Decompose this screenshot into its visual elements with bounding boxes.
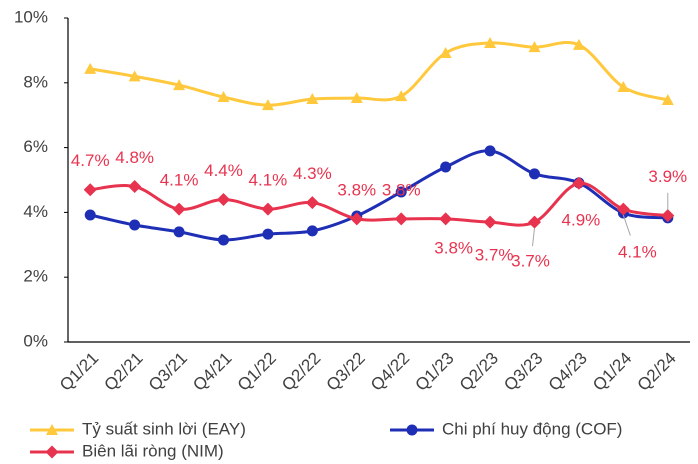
x-tick-label: Q1/24 xyxy=(589,349,635,395)
y-tick-label: 0% xyxy=(23,331,48,350)
point xyxy=(84,209,96,221)
point xyxy=(83,183,97,197)
point xyxy=(350,212,364,226)
x-tick-label: Q4/21 xyxy=(189,349,235,395)
point xyxy=(572,38,585,50)
series-line xyxy=(89,40,669,107)
leader-line xyxy=(532,228,535,247)
point xyxy=(439,46,452,58)
data-label: 4.1% xyxy=(618,243,657,262)
data-label: 4.1% xyxy=(160,171,199,190)
point xyxy=(306,93,319,104)
point xyxy=(218,234,229,246)
x-tick-label: Q4/23 xyxy=(545,349,591,395)
point xyxy=(395,90,408,102)
point xyxy=(261,99,274,111)
legend-label: Chi phí huy động (COF) xyxy=(442,419,622,438)
point xyxy=(440,161,452,173)
data-label: 4.1% xyxy=(249,171,288,190)
y-tick-label: 8% xyxy=(23,72,48,91)
point xyxy=(128,179,142,193)
point xyxy=(173,79,186,91)
x-tick-label: Q3/21 xyxy=(145,349,191,395)
point xyxy=(439,212,453,226)
point xyxy=(484,145,496,157)
point xyxy=(262,228,274,240)
legend-marker xyxy=(406,424,418,436)
data-label: 3.7% xyxy=(511,252,550,271)
y-tick-label: 10% xyxy=(14,7,48,26)
leader-line xyxy=(622,214,631,236)
point xyxy=(261,202,275,216)
legend-label: Biên lãi ròng (NIM) xyxy=(82,441,224,460)
data-label: 3.8% xyxy=(382,180,421,199)
point xyxy=(217,91,230,103)
data-label: 4.3% xyxy=(293,164,332,183)
point xyxy=(617,81,630,93)
x-tick-label: Q2/22 xyxy=(278,349,324,395)
point xyxy=(395,186,407,198)
point xyxy=(306,225,318,237)
x-tick-label: Q3/22 xyxy=(323,349,369,395)
x-tick-label: Q2/23 xyxy=(456,349,502,395)
point xyxy=(173,226,185,238)
data-label: 4.7% xyxy=(71,151,110,170)
x-tick-label: Q1/22 xyxy=(234,349,280,395)
x-tick-label: Q1/23 xyxy=(411,349,457,395)
x-tick-label: Q4/22 xyxy=(367,349,413,395)
legend-marker xyxy=(45,445,59,459)
point xyxy=(483,215,497,229)
point xyxy=(128,70,141,82)
point xyxy=(172,202,186,216)
point xyxy=(528,215,541,229)
point xyxy=(661,209,675,223)
data-label: 3.8% xyxy=(337,180,376,199)
point xyxy=(529,168,540,180)
x-tick-label: Q1/21 xyxy=(56,349,102,395)
point xyxy=(484,36,497,48)
point xyxy=(528,41,541,53)
point xyxy=(84,62,97,74)
y-tick-label: 4% xyxy=(23,202,48,221)
data-label: 4.4% xyxy=(204,161,243,180)
y-tick-label: 6% xyxy=(23,137,48,156)
y-tick-label: 2% xyxy=(23,267,48,286)
point xyxy=(305,196,319,210)
point xyxy=(217,192,230,206)
point xyxy=(572,176,586,190)
data-label: 3.9% xyxy=(648,167,687,186)
point xyxy=(129,219,141,231)
point xyxy=(394,212,408,226)
point xyxy=(350,92,363,104)
x-tick-label: Q2/21 xyxy=(100,349,146,395)
data-label: 4.9% xyxy=(562,211,601,230)
x-tick-label: Q3/23 xyxy=(500,349,546,395)
point xyxy=(661,93,674,105)
data-label: 3.7% xyxy=(475,246,514,265)
legend-label: Tỷ suất sinh lời (EAY) xyxy=(82,419,246,438)
x-tick-label: Q2/24 xyxy=(634,349,680,395)
legend-marker xyxy=(46,424,58,435)
data-label: 3.8% xyxy=(434,238,473,257)
data-label: 4.8% xyxy=(115,148,154,167)
point xyxy=(616,202,630,216)
